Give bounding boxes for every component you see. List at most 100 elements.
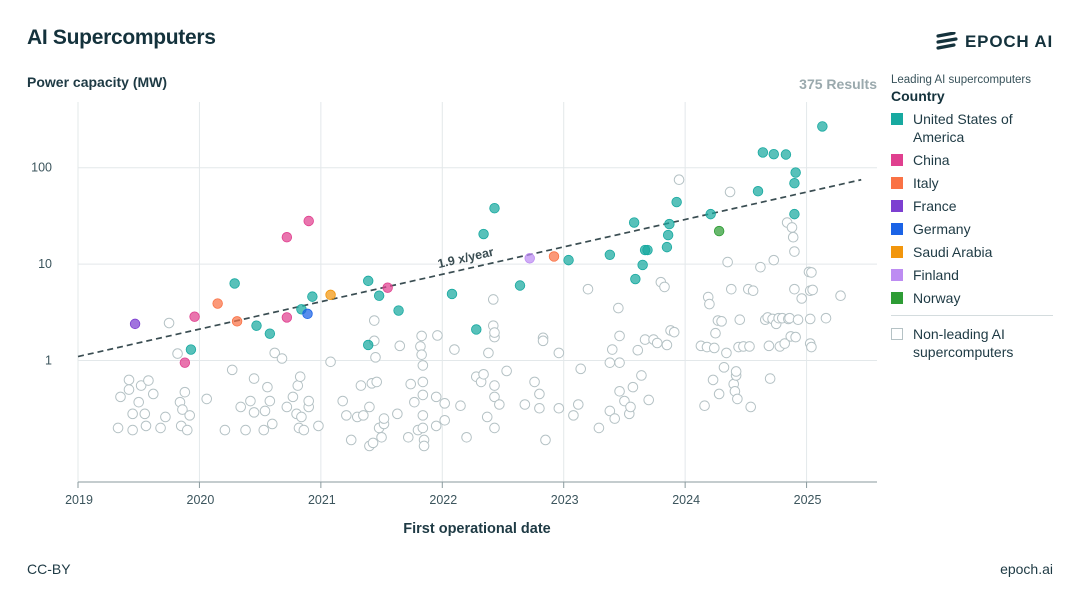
legend-label: Norway bbox=[913, 290, 961, 306]
non-leading-point bbox=[661, 339, 673, 351]
data-point bbox=[817, 121, 828, 132]
data-point bbox=[789, 178, 800, 189]
non-leading-point bbox=[501, 365, 512, 377]
legend-item[interactable]: Finland bbox=[891, 266, 1061, 284]
legend-item-non-leading[interactable]: Non-leading AI supercomputers bbox=[891, 325, 1061, 361]
non-leading-point bbox=[123, 374, 135, 386]
logo-text: EPOCH AI bbox=[965, 32, 1053, 51]
non-leading-point bbox=[461, 431, 472, 443]
legend-item[interactable]: United States of America bbox=[891, 110, 1061, 146]
non-leading-point bbox=[593, 422, 605, 434]
non-leading-point bbox=[804, 313, 816, 325]
non-leading-point bbox=[614, 330, 625, 342]
non-leading-point bbox=[417, 376, 429, 388]
non-leading-point bbox=[627, 381, 639, 393]
non-leading-point bbox=[575, 363, 587, 375]
non-leading-point bbox=[553, 347, 565, 359]
data-point bbox=[302, 308, 313, 320]
data-point bbox=[489, 203, 500, 214]
y-tick-label: 10 bbox=[38, 257, 52, 271]
non-leading-point bbox=[732, 393, 743, 405]
legend-heading: Country bbox=[891, 88, 945, 104]
non-leading-point bbox=[708, 342, 720, 354]
non-leading-point bbox=[313, 420, 324, 432]
non-leading-point bbox=[269, 347, 281, 359]
non-leading-point bbox=[416, 330, 427, 342]
non-leading-point bbox=[245, 395, 256, 407]
data-point bbox=[185, 344, 197, 355]
data-point bbox=[780, 149, 792, 160]
non-leading-point bbox=[632, 344, 644, 356]
data-point bbox=[325, 289, 336, 301]
data-point bbox=[671, 196, 682, 208]
axes: 2019 2020 2021 2022 2023 2024 2025 1 10 100 bbox=[31, 161, 877, 507]
trend-line-path bbox=[77, 178, 862, 358]
non-leading-point bbox=[537, 335, 549, 347]
leading-points bbox=[129, 121, 828, 368]
data-point bbox=[563, 254, 574, 266]
non-leading-point bbox=[643, 394, 655, 406]
x-tick-label: 2021 bbox=[308, 493, 336, 507]
x-tick-label: 2022 bbox=[429, 493, 457, 507]
non-leading-point bbox=[745, 401, 757, 413]
non-leading-point bbox=[287, 391, 299, 403]
y-tick-label: 100 bbox=[31, 161, 52, 175]
data-point bbox=[307, 291, 318, 302]
non-leading-point bbox=[710, 327, 721, 339]
non-leading-point bbox=[417, 410, 429, 421]
data-point bbox=[604, 249, 616, 260]
non-leading-point bbox=[177, 404, 188, 415]
non-leading-point bbox=[235, 401, 247, 413]
non-leading-point bbox=[262, 381, 273, 393]
non-leading-point bbox=[744, 341, 755, 352]
non-leading-point bbox=[582, 283, 594, 295]
non-leading-point bbox=[417, 422, 429, 434]
non-leading-point bbox=[296, 411, 307, 423]
non-leading-point bbox=[755, 261, 766, 273]
data-point bbox=[363, 339, 374, 351]
legend-item[interactable]: Italy bbox=[891, 174, 1061, 192]
legend-label: United States of America bbox=[913, 111, 1013, 145]
data-point bbox=[251, 320, 262, 331]
results-count: 375 Results bbox=[799, 76, 877, 92]
non-leading-point bbox=[303, 395, 315, 407]
legend-item[interactable]: Saudi Arabia bbox=[891, 243, 1061, 261]
x-axis-label: First operational date bbox=[403, 521, 550, 537]
non-leading-points bbox=[112, 174, 846, 452]
legend-swatch bbox=[891, 113, 903, 125]
data-point bbox=[373, 290, 385, 301]
trend-label: 1.9 x/year bbox=[436, 245, 495, 271]
site-link[interactable]: epoch.ai bbox=[1000, 561, 1053, 577]
non-leading-point bbox=[707, 374, 719, 386]
x-tick-label: 2023 bbox=[551, 493, 579, 507]
non-leading-point bbox=[439, 398, 451, 409]
non-leading-point bbox=[820, 312, 832, 324]
epoch-logo: EPOCH AI bbox=[936, 32, 1053, 52]
non-leading-point bbox=[807, 284, 818, 296]
data-point bbox=[446, 288, 458, 300]
non-leading-point bbox=[259, 405, 271, 417]
non-leading-point bbox=[768, 254, 780, 266]
legend-item[interactable]: Germany bbox=[891, 220, 1061, 238]
non-leading-point bbox=[409, 396, 420, 408]
non-leading-point bbox=[568, 410, 579, 421]
non-leading-point bbox=[298, 424, 310, 436]
non-leading-point bbox=[378, 413, 390, 424]
non-leading-point bbox=[572, 399, 584, 410]
data-point bbox=[628, 217, 640, 228]
legend-item[interactable]: France bbox=[891, 197, 1061, 215]
legend-swatch-hollow bbox=[891, 328, 903, 340]
data-point bbox=[264, 328, 276, 339]
non-leading-point bbox=[614, 357, 625, 368]
legend-item[interactable]: Norway bbox=[891, 289, 1061, 307]
non-leading-point bbox=[725, 283, 737, 295]
non-leading-point bbox=[430, 420, 442, 432]
non-leading-point bbox=[481, 411, 493, 423]
legend-item[interactable]: China bbox=[891, 151, 1061, 169]
data-point bbox=[790, 167, 801, 178]
non-leading-point bbox=[127, 424, 138, 436]
data-point bbox=[179, 357, 191, 368]
legend-label: Saudi Arabia bbox=[913, 244, 993, 260]
data-point bbox=[524, 253, 535, 264]
legend: Leading AI supercomputers Country United… bbox=[891, 74, 1061, 366]
